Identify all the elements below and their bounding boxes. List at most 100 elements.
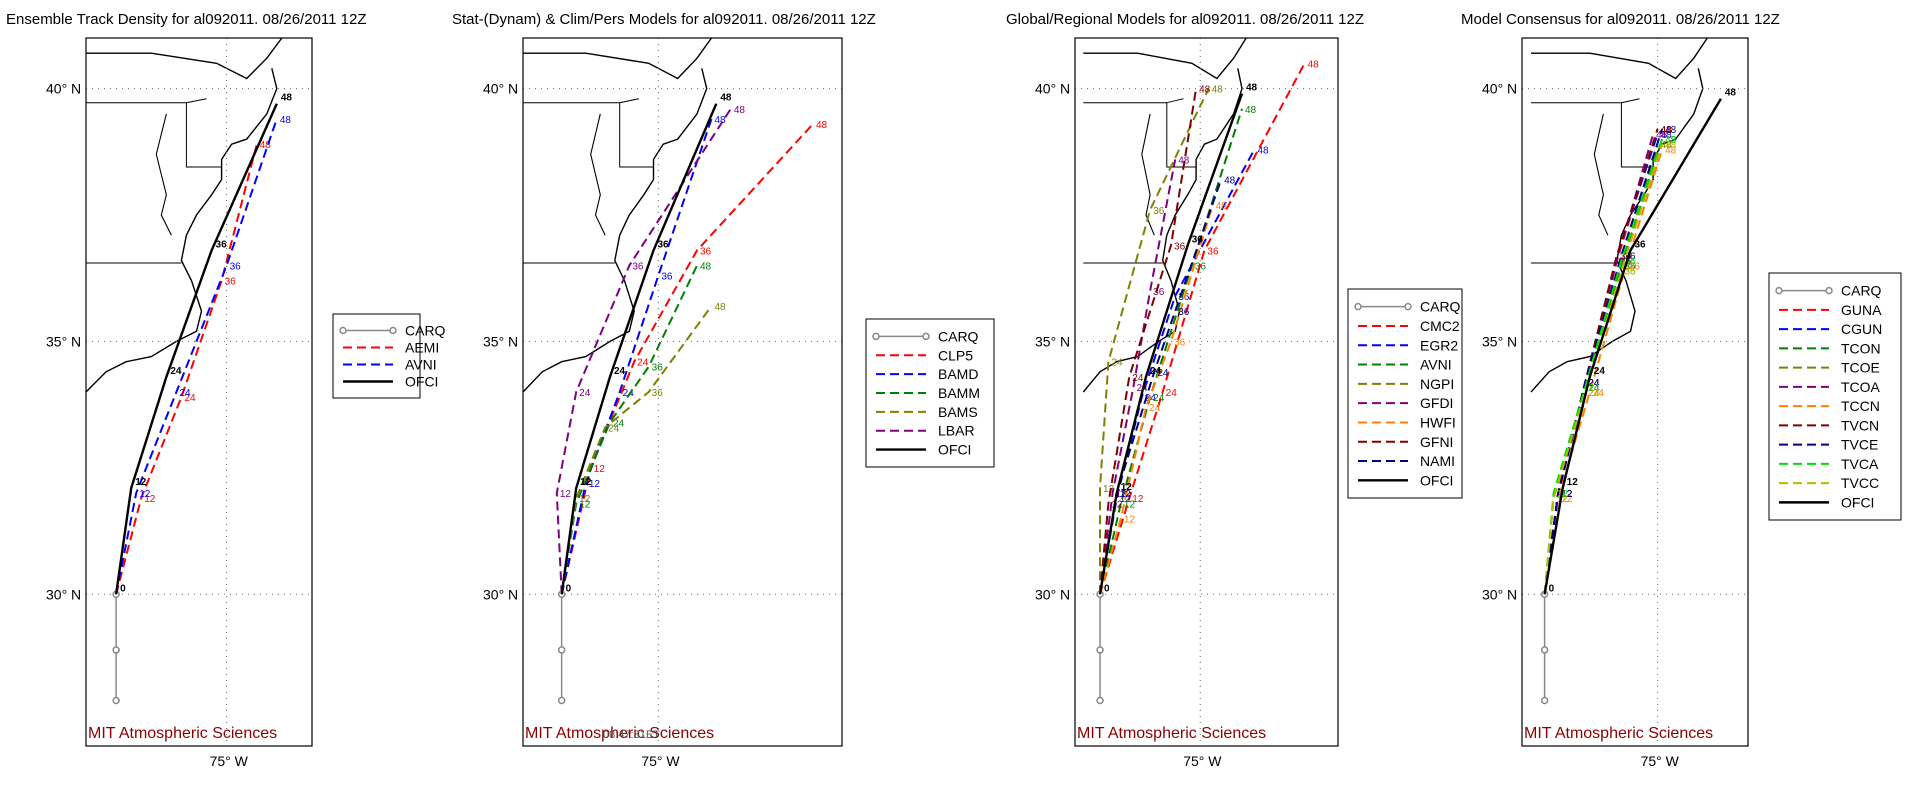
legend-label: GFDI <box>1420 395 1453 411</box>
chart-panel-4: Model Consensus for al092011. 08/26/2011… <box>1461 11 1902 769</box>
legend-label: TCON <box>1841 340 1881 356</box>
state-border-md <box>1083 102 1197 168</box>
carq-point <box>112 696 120 705</box>
track-label: 48 <box>280 115 292 126</box>
lat-tick-label: 35° N <box>1035 333 1070 349</box>
track-label: 12 <box>1120 489 1132 500</box>
track-label: 36 <box>1207 246 1219 257</box>
lat-tick-label: 35° N <box>1482 333 1517 349</box>
legend-label: TVCC <box>1841 475 1879 491</box>
track-label: 36 <box>1620 251 1632 262</box>
ofci-label: 24 <box>1150 366 1162 377</box>
chart-title: Ensemble Track Density for al092011. 08/… <box>6 11 367 28</box>
track-label: 24 <box>179 388 191 399</box>
legend: CARQ CLP5 BAMD BAMM BAMS LBAR OFCI <box>865 318 995 468</box>
legend-marker <box>1825 286 1833 295</box>
coastline-north <box>523 38 713 80</box>
ofci-label: 48 <box>720 93 732 104</box>
legend-marker <box>1775 286 1783 295</box>
lat-tick-label: 40° N <box>1035 81 1070 97</box>
track-label: 24 <box>637 358 649 369</box>
ofci-label: 36 <box>216 239 228 250</box>
carq-point <box>557 646 566 654</box>
chesapeake-bay <box>590 113 606 236</box>
coastline <box>1530 68 1704 393</box>
watermark-generated: 08:47:31ET <box>603 729 660 741</box>
coastline <box>523 68 708 393</box>
legend-label: CARQ <box>938 328 979 344</box>
lat-tick-label: 35° N <box>46 333 81 349</box>
watermark-org: MIT Atmospheric Sciences <box>1077 725 1266 742</box>
ofci-label: 36 <box>1634 239 1646 250</box>
lat-tick-label: 30° N <box>1035 586 1070 602</box>
lon-tick-label: 75° W <box>1183 753 1222 769</box>
track-label: 12 <box>144 494 156 505</box>
track-label: 24 <box>1588 388 1600 399</box>
track-gfni <box>1099 88 1198 595</box>
legend-marker <box>1354 302 1362 311</box>
track-label: 48 <box>1308 59 1320 70</box>
carq-point <box>1096 646 1104 654</box>
coastline-north <box>1083 38 1247 80</box>
ofci-label: 24 <box>614 366 626 377</box>
track-label: 24 <box>1111 358 1123 369</box>
coastline-north <box>1531 38 1708 80</box>
track-label: 24 <box>1588 378 1600 389</box>
legend-label: AEMI <box>405 340 439 356</box>
legend: CARQ GUNA CGUN TCON TCOE TCOA TCCN TVCN TVCE TVCA… <box>1768 272 1902 521</box>
track-cmc2 <box>1099 62 1306 595</box>
chart-title: Model Consensus for al092011. 08/26/2011… <box>1461 11 1780 28</box>
map-area: 12 24 36 48 12 24 36 48 12 24 36 48 12 24 36 48 12 24 36 48… <box>1075 38 1338 746</box>
legend-label: OFCI <box>1841 494 1874 510</box>
track-label: 36 <box>1174 337 1186 348</box>
lat-tick-label: 30° N <box>1482 586 1517 602</box>
legend-label: OFCI <box>938 442 971 458</box>
carq-point <box>1096 696 1104 705</box>
track-label: 24 <box>623 388 635 399</box>
legend-label: TCOA <box>1841 379 1881 395</box>
ofci-label: 12 <box>135 477 147 488</box>
track-label: 12 <box>594 464 606 475</box>
track-label: 48 <box>816 120 828 131</box>
legend-label: GFNI <box>1420 434 1453 450</box>
track-label: 48 <box>1661 140 1673 151</box>
legend-label: TCOE <box>1841 360 1880 376</box>
track-label: 12 <box>1124 514 1136 525</box>
track-label: 12 <box>1111 499 1123 510</box>
lon-tick-label: 75° W <box>641 753 680 769</box>
legend-label: CGUN <box>1841 321 1882 337</box>
lat-tick-label: 30° N <box>46 586 81 602</box>
lat-tick-label: 40° N <box>1482 81 1517 97</box>
track-label: 36 <box>1624 267 1636 278</box>
track-bamd <box>560 118 713 595</box>
legend-label: BAMM <box>938 385 980 401</box>
legend-marker <box>389 326 397 335</box>
ofci-label: 12 <box>580 477 592 488</box>
track-label: 24 <box>1149 403 1161 414</box>
track-gfdi <box>1099 159 1177 595</box>
track-label: 24 <box>1132 373 1144 384</box>
track-lbar <box>555 108 732 595</box>
track-bamm <box>560 265 698 595</box>
track-label: 48 <box>1661 130 1673 141</box>
chart-title: Stat-(Dynam) & Clim/Pers Models for al09… <box>452 11 876 28</box>
legend: CARQ CMC2 EGR2 AVNI NGPI GFDI HWFI GFNI NAMI OFCI <box>1347 288 1463 499</box>
chesapeake-bay <box>1141 113 1155 236</box>
track-egr2 <box>1099 148 1256 595</box>
track-label: 48 <box>715 115 727 126</box>
plot-frame <box>522 37 843 747</box>
track-label: 36 <box>1174 241 1186 252</box>
chart-panel-3: Global/Regional Models for al092011. 08/… <box>1006 11 1463 769</box>
track-label: 36 <box>1153 206 1165 217</box>
track-nami <box>1099 179 1223 595</box>
legend-label: OFCI <box>1420 472 1453 488</box>
ofci-label: 48 <box>281 93 293 104</box>
track-label: 36 <box>225 277 237 288</box>
lat-tick-label: 40° N <box>483 81 518 97</box>
chesapeake-bay <box>155 113 172 236</box>
track-label: 12 <box>1561 489 1573 500</box>
state-border-de <box>186 98 207 104</box>
track-label: 48 <box>1245 105 1257 116</box>
watermark-org: MIT Atmospheric Sciences <box>1524 725 1713 742</box>
legend-label: TVCE <box>1841 437 1878 453</box>
